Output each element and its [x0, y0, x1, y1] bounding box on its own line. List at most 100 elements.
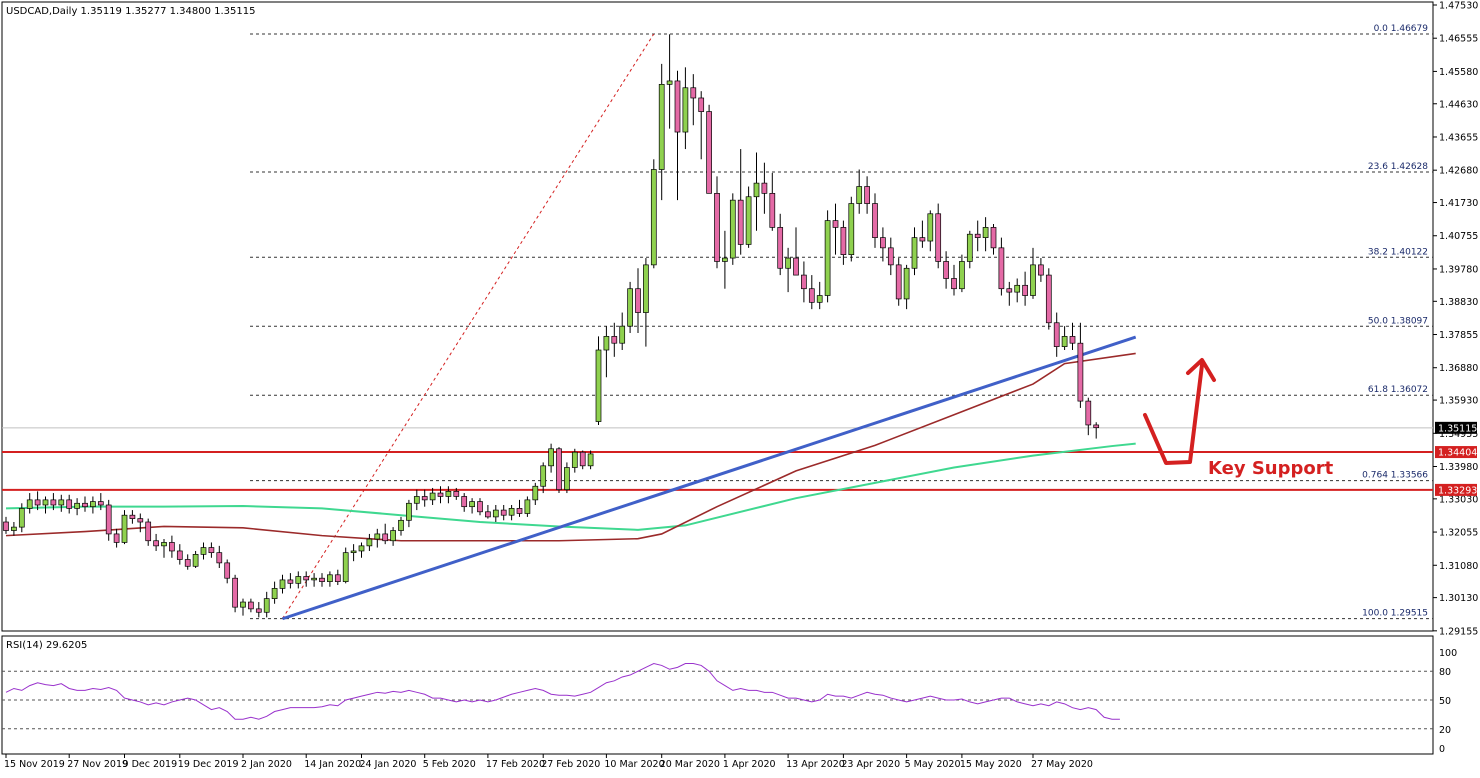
bullish-trendline	[282, 335, 1137, 621]
candle	[682, 67, 689, 150]
candle	[255, 602, 262, 618]
candle	[216, 545, 223, 568]
fib-level-label: 23.6 1.42628	[1368, 162, 1428, 172]
candle-body	[919, 237, 926, 242]
x-tick-label: 23 Apr 2020	[841, 759, 900, 770]
candle-body	[485, 511, 491, 518]
candle	[184, 554, 191, 570]
candle-body	[698, 97, 705, 112]
candle-body	[366, 538, 373, 547]
candle-body	[966, 233, 973, 262]
candle-body	[556, 448, 562, 491]
candle	[1077, 322, 1084, 408]
candle-body	[666, 80, 673, 85]
chart-header-text: USDCAD,Daily 1.35119 1.35277 1.34800 1.3…	[6, 6, 256, 17]
candle	[674, 70, 681, 201]
candle-body	[82, 502, 88, 508]
candle	[785, 247, 791, 293]
rsi-tick-label: 80	[1439, 667, 1451, 678]
candle	[374, 528, 381, 548]
candle-body	[808, 288, 815, 303]
candle	[1085, 397, 1092, 436]
fib-level-label: 100.0 1.29515	[1362, 609, 1428, 619]
candle-body	[240, 601, 246, 608]
candle	[390, 527, 396, 546]
candle	[82, 496, 88, 512]
candle	[366, 533, 373, 551]
candle	[129, 510, 136, 524]
y-tick-label: 1.30130	[1439, 593, 1478, 604]
candle-body	[1069, 336, 1076, 344]
candle	[903, 264, 910, 310]
candle	[90, 496, 96, 514]
y-tick-label: 1.39780	[1439, 264, 1478, 275]
candle	[564, 462, 570, 494]
candle-body	[643, 264, 649, 313]
x-tick-label: 20 Mar 2020	[660, 759, 720, 770]
current-price-tag	[1435, 421, 1477, 434]
candle	[966, 230, 973, 269]
candle	[192, 550, 199, 568]
rsi-tick-label: 50	[1439, 696, 1451, 707]
rsi-line	[5, 662, 1120, 720]
y-tick-label: 1.36880	[1439, 363, 1478, 374]
candle	[872, 193, 878, 248]
x-tick-label: 14 Jan 2020	[304, 759, 361, 770]
x-tick-label: 9 Dec 2019	[123, 759, 178, 770]
candle	[1006, 281, 1013, 306]
candle-body	[887, 247, 894, 266]
candle-body	[1022, 284, 1028, 296]
candle	[398, 516, 404, 536]
fib-level-label: 61.8 1.36072	[1368, 385, 1428, 395]
candle	[382, 523, 389, 545]
y-tick-label: 1.34955	[1439, 429, 1478, 440]
candle-body	[532, 485, 539, 501]
candle-body	[1030, 264, 1036, 296]
candle-body	[714, 192, 720, 262]
candle-body	[1077, 342, 1084, 402]
candle-body	[153, 540, 159, 547]
candle-body	[192, 554, 199, 567]
x-tick-label: 5 May 2020	[905, 759, 961, 770]
candle-body	[722, 257, 728, 262]
candle	[816, 281, 823, 310]
candle-body	[895, 264, 902, 300]
candle-body	[50, 499, 57, 506]
candle	[801, 261, 807, 303]
x-tick-label: 27 Nov 2019	[67, 759, 128, 770]
candle	[951, 264, 957, 296]
support-price-label: 1.34404	[1438, 448, 1477, 459]
candle-body	[255, 608, 262, 613]
support-price-tag	[1435, 483, 1477, 496]
candle	[753, 152, 760, 231]
candle	[121, 510, 128, 545]
candle	[524, 496, 531, 517]
candle	[698, 91, 705, 160]
candle	[1014, 278, 1021, 303]
rsi-tick-label: 0	[1439, 744, 1445, 755]
candle-body	[627, 288, 633, 327]
candle	[477, 498, 483, 516]
candle-body	[66, 499, 73, 509]
candle	[556, 447, 562, 494]
candle	[729, 193, 736, 265]
fib-level-label: 0.764 1.33566	[1362, 471, 1428, 481]
rsi-header-text: RSI(14) 29.6205	[6, 640, 87, 651]
candle-body	[279, 579, 286, 589]
candle	[279, 574, 286, 594]
candle	[635, 268, 641, 333]
candle	[935, 203, 942, 269]
candle	[208, 542, 215, 558]
candle-body	[176, 550, 183, 560]
candle	[50, 493, 57, 511]
candle	[864, 176, 870, 214]
candle	[532, 482, 539, 505]
y-tick-label: 1.40755	[1439, 231, 1478, 242]
fib-level-label: 38.2 1.40122	[1368, 247, 1428, 257]
candle	[571, 448, 578, 473]
candle	[358, 542, 365, 558]
candle-body	[382, 533, 389, 542]
candle-body	[477, 501, 483, 513]
candle	[1093, 422, 1100, 439]
y-tick-label: 1.31080	[1439, 561, 1478, 572]
